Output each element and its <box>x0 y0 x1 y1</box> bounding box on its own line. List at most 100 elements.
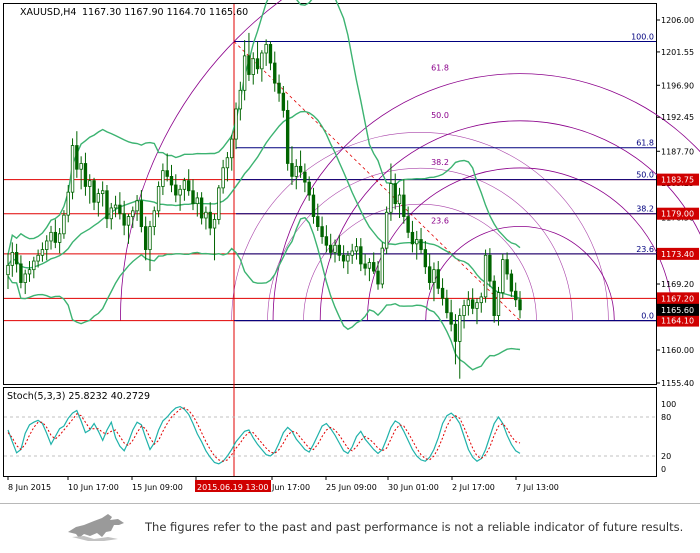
fib-arc-label: 50.0 <box>431 111 449 120</box>
candle-body <box>320 226 324 238</box>
candle-body <box>53 231 58 243</box>
candle-body <box>169 175 174 186</box>
candle-body <box>384 211 389 249</box>
fib2-level-label: 61.8 <box>636 139 654 148</box>
candle-body <box>298 165 303 173</box>
fib-trend-line <box>233 41 521 321</box>
fib-arc-secondary <box>231 131 609 321</box>
price-tag-label: 1179.00 <box>661 210 694 219</box>
stoch-scale-label: 0 <box>661 465 666 474</box>
candle-body <box>118 204 122 215</box>
candle-body <box>131 210 135 217</box>
candle-body <box>501 259 505 294</box>
candle-body <box>432 269 436 283</box>
candle-body <box>509 273 514 292</box>
candle-body <box>92 180 96 203</box>
candle-body <box>488 254 492 282</box>
candle-body <box>247 55 251 75</box>
candle-body <box>195 197 200 205</box>
candle-body <box>221 167 225 189</box>
disclaimer-bar: The figures refer to the past and past p… <box>0 503 700 553</box>
candle-body <box>113 204 118 209</box>
candle-body <box>143 226 148 250</box>
candle-body <box>23 273 27 283</box>
candle-body <box>466 299 471 306</box>
candle-body <box>156 186 161 212</box>
fib-arc <box>272 73 700 321</box>
fib-arc-label: 23.6 <box>431 216 449 225</box>
candle-body <box>311 194 316 217</box>
candle-body <box>492 280 496 316</box>
candle-body <box>109 207 113 220</box>
candle-body <box>36 254 40 262</box>
candle-body <box>96 193 101 203</box>
candle-body <box>230 138 234 159</box>
x-tick-label: 15 Jun 09:00 <box>132 483 183 492</box>
candle-body <box>148 226 152 250</box>
price-tag <box>657 314 699 327</box>
candle-body <box>389 183 393 213</box>
candle-body <box>453 323 458 342</box>
price-tag-label: 1173.40 <box>661 250 694 259</box>
candle-body <box>440 287 445 299</box>
candle-body <box>191 190 195 205</box>
fibonacci-arcs <box>120 0 700 321</box>
y-tick-label: 1196.90 <box>661 81 694 90</box>
candle-body <box>6 264 10 276</box>
x-tick-label: 10 Jun 17:00 <box>68 483 119 492</box>
candle-body <box>10 252 14 266</box>
stoch-scale-label: 80 <box>661 413 671 422</box>
x-tick-label: 7 Jul 13:00 <box>516 483 559 492</box>
time-axis: 8 Jun 2015 10 Jun 17:00 15 Jun 09:00 2015.0… <box>7 476 559 492</box>
stochastic-panel <box>3 387 657 477</box>
fib-arc <box>366 167 674 321</box>
candle-body <box>217 187 221 220</box>
candle-body <box>208 211 212 229</box>
candle-body <box>88 180 92 187</box>
fib-arc <box>319 120 700 321</box>
disclaimer-text: The figures refer to the past and past p… <box>145 520 684 534</box>
candle-body <box>277 82 281 94</box>
candle-body <box>294 165 298 177</box>
fib-arc-label: 61.8 <box>431 64 449 73</box>
candle-body <box>337 244 341 256</box>
fib-arc-secondary <box>267 167 573 321</box>
candle-body <box>402 194 406 217</box>
candle-body <box>281 92 286 111</box>
candle-body <box>152 210 156 228</box>
candle-body <box>372 262 376 272</box>
candle-body <box>415 239 419 245</box>
candle-body <box>458 315 462 342</box>
candle-body <box>264 43 268 54</box>
candle-body <box>397 194 402 205</box>
candle-body <box>346 254 350 262</box>
candles <box>6 32 522 379</box>
candle-body <box>496 292 501 316</box>
candle-body <box>75 145 79 170</box>
stoch-scale-label: 20 <box>661 452 671 461</box>
x-tick-label: 2 Jul 17:00 <box>452 483 495 492</box>
candle-body <box>251 58 255 75</box>
candle-body <box>19 263 23 283</box>
horizontal-levels <box>4 41 656 322</box>
candle-body <box>126 216 131 226</box>
fib-arc-secondary <box>303 203 537 321</box>
candle-body <box>367 262 372 269</box>
candle-body <box>32 260 36 271</box>
price-tag <box>657 173 699 186</box>
stochastic-lines <box>7 405 521 465</box>
candle-body <box>242 55 247 91</box>
candle-body <box>212 219 217 229</box>
candle-body <box>341 254 346 262</box>
candle-body <box>161 170 165 187</box>
candle-body <box>79 163 83 170</box>
candle-body <box>359 246 363 265</box>
stoch-scale-label: 100 <box>661 400 676 409</box>
candle-body <box>178 188 182 196</box>
symbol-label: XAUUSD,H4 <box>20 7 76 18</box>
candle-body <box>182 180 187 190</box>
candle-body <box>449 312 453 325</box>
candle-body <box>483 254 488 298</box>
candle-body <box>307 181 311 196</box>
price-tag-label: 1167.20 <box>661 294 694 303</box>
